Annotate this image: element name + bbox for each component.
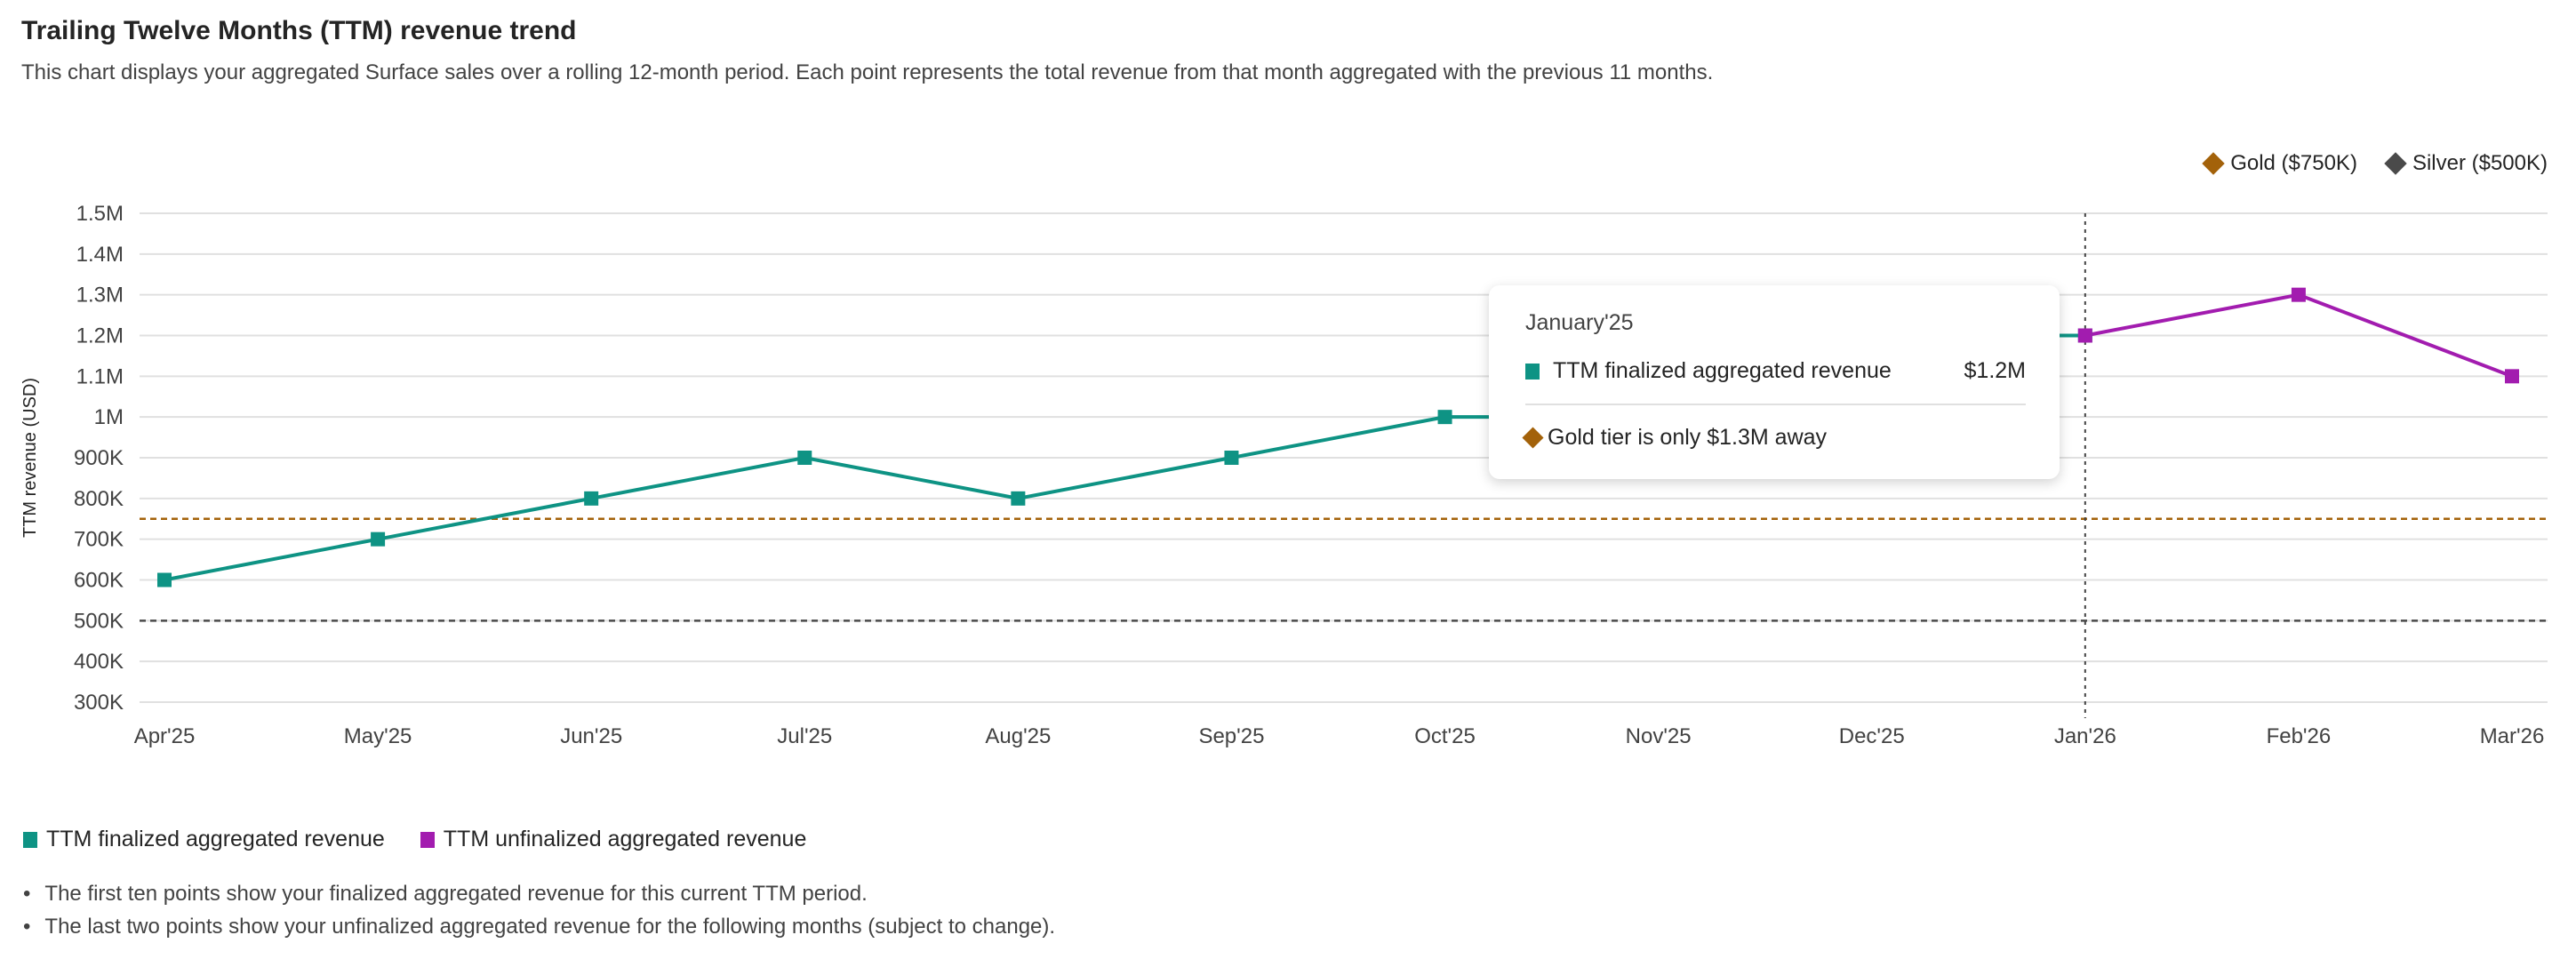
x-tick-label: Aug'25 [985, 724, 1051, 748]
x-tick-label: Nov'25 [1626, 724, 1692, 748]
tooltip-gold-message: Gold tier is only $1.3M away [1548, 425, 1828, 450]
y-tick-label: 1.2M [76, 324, 124, 348]
data-point [1011, 491, 1026, 506]
threshold-legend: Gold ($750K) Silver ($500K) [2202, 151, 2548, 176]
legend-unfinalized[interactable]: TTM unfinalized aggregated revenue [420, 827, 807, 852]
y-tick-label: 1.5M [76, 202, 124, 226]
y-tick-label: 600K [74, 569, 124, 593]
y-tick-label: 400K [74, 650, 124, 674]
series-legend: TTM finalized aggregated revenue TTM unf… [23, 827, 806, 852]
x-tick-label: Mar'26 [2480, 724, 2545, 748]
data-point [2505, 369, 2519, 384]
x-tick-label: May'25 [344, 724, 412, 748]
tooltip-series-label: TTM finalized aggregated revenue [1553, 358, 1892, 383]
note-item: The first ten points show your finalized… [23, 882, 1055, 915]
y-tick-label: 700K [74, 528, 124, 552]
y-tick-label: 1.3M [76, 284, 124, 308]
y-tick-label: 500K [74, 609, 124, 633]
legend-silver-label: Silver ($500K) [2412, 151, 2548, 175]
x-tick-label: Sep'25 [1198, 724, 1264, 748]
line-chart: 1.5M 1.4M 1.3M 1.2M 1.1M 1M 900K 800K 700K 600K 50… [20, 202, 2548, 748]
data-point [2077, 328, 2092, 343]
legend-gold[interactable]: Gold ($750K) [2202, 151, 2357, 176]
legend-silver[interactable]: Silver ($500K) [2384, 151, 2548, 176]
finalized-square-icon [23, 831, 37, 848]
x-tick-label: Dec'25 [1839, 724, 1905, 748]
data-point [1437, 410, 1452, 425]
data-point [371, 531, 386, 547]
data-point [584, 491, 599, 506]
data-point [797, 451, 812, 465]
y-tick-label: 800K [74, 487, 124, 511]
x-tick-label: Jun'25 [560, 724, 622, 748]
x-tick-label: Feb'26 [2267, 724, 2332, 748]
tooltip: January'25 TTM finalized aggregated reve… [1489, 285, 2060, 479]
chart-title: Trailing Twelve Months (TTM) revenue tre… [21, 16, 577, 45]
tooltip-divider [1525, 404, 2026, 405]
y-tick-label: 1.1M [76, 364, 124, 388]
legend-unfinalized-label: TTM unfinalized aggregated revenue [443, 827, 807, 851]
data-point [1224, 451, 1239, 465]
legend-finalized[interactable]: TTM finalized aggregated revenue [23, 827, 385, 852]
x-tick-label: Jan'26 [2054, 724, 2116, 748]
y-tick-label: 1.4M [76, 243, 124, 267]
notes-list: The first ten points show your finalized… [23, 882, 1055, 947]
data-point [157, 572, 172, 587]
tooltip-row: TTM finalized aggregated revenue $1.2M [1525, 358, 2026, 384]
gold-diamond-icon [1522, 427, 1544, 449]
x-tick-label: Oct'25 [1414, 724, 1476, 748]
legend-finalized-label: TTM finalized aggregated revenue [46, 827, 385, 851]
unfinalized-square-icon [420, 831, 435, 848]
legend-gold-label: Gold ($750K) [2230, 151, 2357, 175]
tooltip-value: $1.2M [1964, 358, 2026, 383]
note-item: The last two points show your unfinalize… [23, 915, 1055, 947]
y-tick-label: 300K [74, 691, 124, 715]
data-point [2291, 287, 2306, 302]
x-tick-label: Apr'25 [134, 724, 196, 748]
tooltip-gold-row: Gold tier is only $1.3M away [1522, 425, 1828, 451]
finalized-square-icon [1525, 363, 1540, 380]
chart-subtitle: This chart displays your aggregated Surf… [21, 60, 1714, 84]
tooltip-title: January'25 [1525, 310, 1634, 335]
x-tick-label: Jul'25 [777, 724, 832, 748]
y-tick-label: 900K [74, 446, 124, 470]
y-tick-label: 1M [94, 405, 124, 429]
y-axis-title: TTM revenue (USD) [20, 378, 40, 538]
